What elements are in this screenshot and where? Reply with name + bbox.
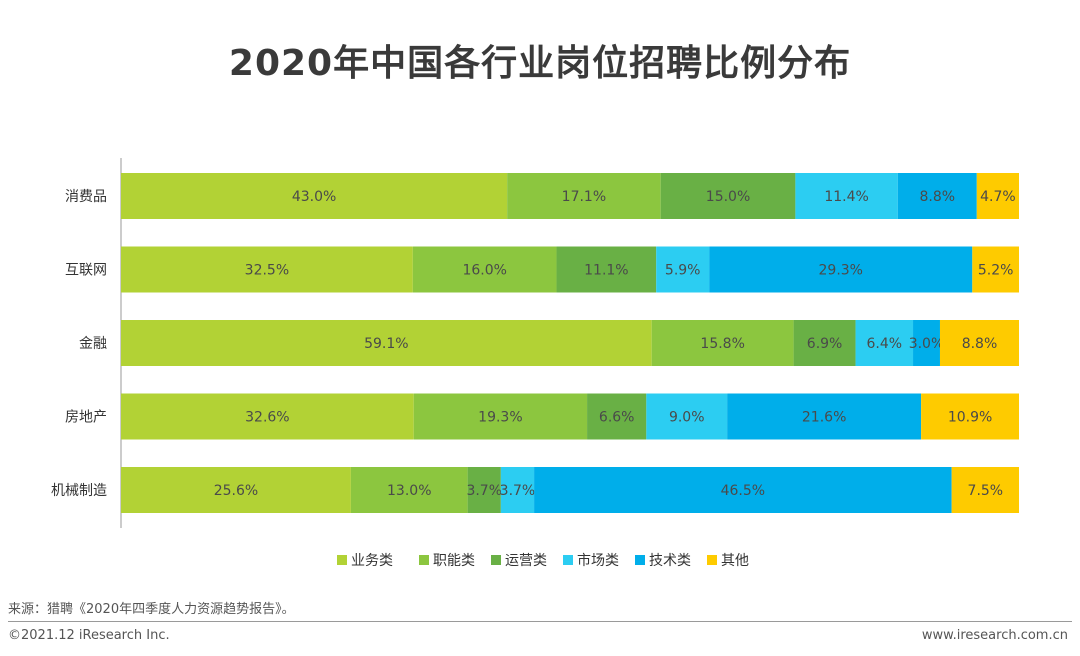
data-label: 11.1% bbox=[584, 263, 628, 279]
chart-title: 2020年中国各行业岗位招聘比例分布 bbox=[228, 43, 852, 84]
legend-swatch bbox=[707, 555, 717, 565]
legend-label: 其他 bbox=[721, 553, 749, 569]
data-label: 5.2% bbox=[978, 263, 1014, 279]
bar-segment bbox=[976, 173, 1019, 219]
data-label: 29.3% bbox=[819, 263, 863, 279]
legend-swatch bbox=[491, 555, 501, 565]
data-label: 6.9% bbox=[807, 336, 843, 352]
data-label: 13.0% bbox=[387, 483, 431, 499]
bar-segment bbox=[507, 173, 661, 219]
bar-segment bbox=[556, 246, 657, 293]
bar-segment bbox=[855, 320, 914, 366]
data-label: 25.6% bbox=[214, 483, 258, 499]
legend-label: 技术类 bbox=[649, 553, 691, 569]
data-label: 32.6% bbox=[245, 410, 289, 426]
data-label: 15.8% bbox=[700, 336, 744, 352]
bar-segment bbox=[121, 320, 652, 366]
category-label: 房地产 bbox=[65, 410, 107, 426]
legend-label: 运营类 bbox=[505, 553, 547, 569]
data-label: 15.0% bbox=[706, 189, 750, 205]
copyright-text: ©2021.12 iResearch Inc. bbox=[8, 628, 170, 643]
bar-segment bbox=[121, 393, 414, 440]
data-label: 59.1% bbox=[364, 336, 408, 352]
data-label: 3.7% bbox=[500, 483, 536, 499]
data-label: 4.7% bbox=[980, 189, 1016, 205]
data-label: 43.0% bbox=[292, 189, 336, 205]
bar-segment bbox=[534, 467, 952, 513]
bar-segment bbox=[500, 467, 535, 513]
bar-segment bbox=[913, 320, 940, 366]
data-label: 16.0% bbox=[462, 263, 506, 279]
bar-segment bbox=[121, 467, 351, 513]
legend-label: 市场类 bbox=[577, 552, 619, 569]
legend-swatch bbox=[635, 555, 645, 565]
bar-segment bbox=[897, 173, 977, 219]
bar-segment bbox=[646, 393, 728, 440]
data-label: 11.4% bbox=[824, 189, 868, 205]
bar-segment bbox=[939, 320, 1019, 366]
data-label: 6.6% bbox=[599, 410, 635, 426]
data-label: 3.7% bbox=[466, 483, 502, 499]
data-label: 6.4% bbox=[867, 336, 903, 352]
data-label: 21.6% bbox=[802, 410, 846, 426]
category-label: 互联网 bbox=[65, 263, 107, 279]
category-label: 消费品 bbox=[65, 189, 107, 205]
stacked-bar-chart: 消费品 43.0% 17.1% 15.0% 11.4% 8.8% 4.7% 互联网 32.5% 1… bbox=[51, 158, 1019, 569]
data-label: 32.5% bbox=[245, 263, 289, 279]
bar-segment bbox=[795, 173, 898, 219]
bar-segment bbox=[951, 467, 1019, 513]
bar-segment bbox=[793, 320, 856, 366]
bar-segment bbox=[656, 246, 710, 293]
data-label: 7.5% bbox=[968, 483, 1004, 499]
legend-swatch bbox=[419, 555, 429, 565]
website-link[interactable]: www.iresearch.com.cn bbox=[921, 628, 1068, 643]
source-note: 来源：猎聘《2020年四季度人力资源趋势报告》。 bbox=[8, 602, 295, 617]
legend-swatch bbox=[337, 555, 347, 565]
bar-segment bbox=[413, 393, 588, 440]
bar-segment bbox=[651, 320, 794, 366]
bar-segment bbox=[587, 393, 647, 440]
category-label: 机械制造 bbox=[51, 483, 107, 499]
bar-segment bbox=[350, 467, 468, 513]
category-label: 金融 bbox=[79, 336, 107, 352]
data-label: 46.5% bbox=[721, 483, 765, 499]
bar-segment bbox=[921, 393, 1019, 440]
data-label: 19.3% bbox=[478, 410, 522, 426]
bar-segment bbox=[727, 393, 922, 440]
footer-divider bbox=[8, 621, 1072, 622]
legend-swatch bbox=[563, 555, 573, 565]
bar-segment bbox=[412, 246, 557, 293]
data-label: 8.8% bbox=[962, 336, 998, 352]
data-label: 17.1% bbox=[562, 189, 606, 205]
bar-segment bbox=[121, 246, 413, 293]
data-label: 5.9% bbox=[665, 263, 701, 279]
bar-segment bbox=[660, 173, 796, 219]
data-label: 3.0% bbox=[909, 336, 945, 352]
bar-segment bbox=[467, 467, 501, 513]
legend-label: 职能类 bbox=[433, 553, 475, 569]
bar-segment bbox=[709, 246, 973, 293]
data-label: 9.0% bbox=[669, 410, 705, 426]
data-label: 10.9% bbox=[948, 410, 992, 426]
legend-label: 业务类 bbox=[351, 553, 393, 569]
bar-segment bbox=[121, 173, 508, 219]
data-label: 8.8% bbox=[919, 189, 955, 205]
bar-segment bbox=[972, 246, 1019, 293]
